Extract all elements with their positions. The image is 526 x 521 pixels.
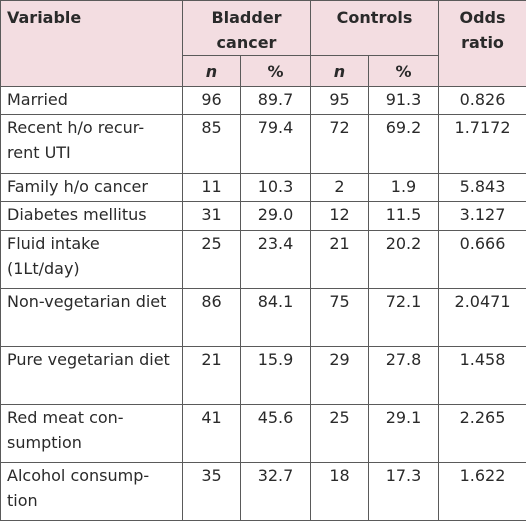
bc-pct-cell: 84.1 (240, 287, 311, 347)
c-pct-cell: 17.3 (367, 461, 440, 521)
odds-ratio-cell: 3.127 (438, 201, 526, 231)
bc-n-cell: 21 (182, 345, 241, 405)
table-row: Pure vegetarian diet 21 15.9 29 27.8 1.4… (0, 345, 526, 405)
bc-pct-cell: 89.7 (240, 85, 311, 116)
header-bc-n: n (182, 55, 241, 87)
bc-n-cell: 11 (182, 172, 241, 203)
c-pct-cell: 29.1 (367, 403, 440, 463)
row-label: Married (0, 85, 183, 116)
table-row: Family h/o cancer 11 10.3 2 1.9 5.843 (0, 172, 526, 203)
odds-ratio-cell: 2.265 (438, 403, 526, 463)
bc-pct-cell: 29.0 (240, 201, 311, 231)
c-pct-cell: 72.1 (367, 287, 440, 347)
c-n-cell: 72 (310, 114, 369, 174)
c-pct-cell: 1.9 (367, 172, 440, 203)
bc-pct-cell: 23.4 (240, 229, 311, 289)
bc-n-cell: 85 (182, 114, 241, 174)
row-label: Fluid intake (1Lt/day) (0, 229, 183, 289)
c-n-cell: 75 (310, 287, 369, 347)
odds-ratio-cell: 0.666 (438, 229, 526, 289)
table-row: Alcohol consump-tion 35 32.7 18 17.3 1.6… (0, 461, 526, 521)
header-bladder-cancer: Bladder cancer (182, 0, 311, 56)
header-c-pct: % (367, 55, 440, 87)
row-label: Red meat con-sumption (0, 403, 183, 463)
c-n-cell: 21 (310, 229, 369, 289)
bc-pct-cell: 10.3 (240, 172, 311, 203)
odds-ratio-cell: 1.7172 (438, 114, 526, 174)
c-pct-cell: 11.5 (367, 201, 440, 231)
c-pct-cell: 91.3 (367, 85, 440, 116)
c-n-cell: 29 (310, 345, 369, 405)
bc-n-cell: 86 (182, 287, 241, 347)
c-pct-cell: 69.2 (367, 114, 440, 174)
odds-ratio-cell: 0.826 (438, 85, 526, 116)
header-c-n: n (310, 55, 369, 87)
row-label: Non-vegetarian diet (0, 287, 183, 347)
c-pct-cell: 27.8 (367, 345, 440, 405)
odds-ratio-cell: 1.622 (438, 461, 526, 521)
table-row: Recent h/o recur-rent UTI 85 79.4 72 69.… (0, 114, 526, 174)
row-label: Diabetes mellitus (0, 201, 183, 231)
header-controls: Controls (309, 0, 440, 56)
c-n-cell: 18 (310, 461, 369, 521)
bc-pct-cell: 15.9 (240, 345, 311, 405)
bc-pct-cell: 32.7 (240, 461, 311, 521)
header-bc-pct: % (240, 55, 311, 87)
bc-pct-cell: 45.6 (240, 403, 311, 463)
bc-n-cell: 41 (182, 403, 241, 463)
odds-ratio-cell: 2.0471 (438, 287, 526, 347)
header-odds-ratio: Odds ratio (438, 0, 526, 87)
header-variable: Variable (0, 0, 183, 87)
c-n-cell: 12 (310, 201, 369, 231)
row-label: Alcohol consump-tion (0, 461, 183, 521)
bc-n-cell: 31 (182, 201, 241, 231)
bc-n-cell: 96 (182, 85, 241, 116)
table-row: Non-vegetarian diet 86 84.1 75 72.1 2.04… (0, 287, 526, 347)
table-row: Diabetes mellitus 31 29.0 12 11.5 3.127 (0, 201, 526, 231)
row-label: Recent h/o recur-rent UTI (0, 114, 183, 174)
row-label: Family h/o cancer (0, 172, 183, 203)
bc-pct-cell: 79.4 (240, 114, 311, 174)
odds-ratio-cell: 1.458 (438, 345, 526, 405)
c-pct-cell: 20.2 (367, 229, 440, 289)
row-label: Pure vegetarian diet (0, 345, 183, 405)
table-row: Fluid intake (1Lt/day) 25 23.4 21 20.2 0… (0, 229, 526, 289)
bc-n-cell: 35 (182, 461, 241, 521)
odds-ratio-cell: 5.843 (438, 172, 526, 203)
bc-n-cell: 25 (182, 229, 241, 289)
c-n-cell: 25 (310, 403, 369, 463)
table-row: Red meat con-sumption 41 45.6 25 29.1 2.… (0, 403, 526, 463)
table-row: Married 96 89.7 95 91.3 0.826 (0, 85, 526, 116)
c-n-cell: 2 (310, 172, 369, 203)
c-n-cell: 95 (310, 85, 369, 116)
